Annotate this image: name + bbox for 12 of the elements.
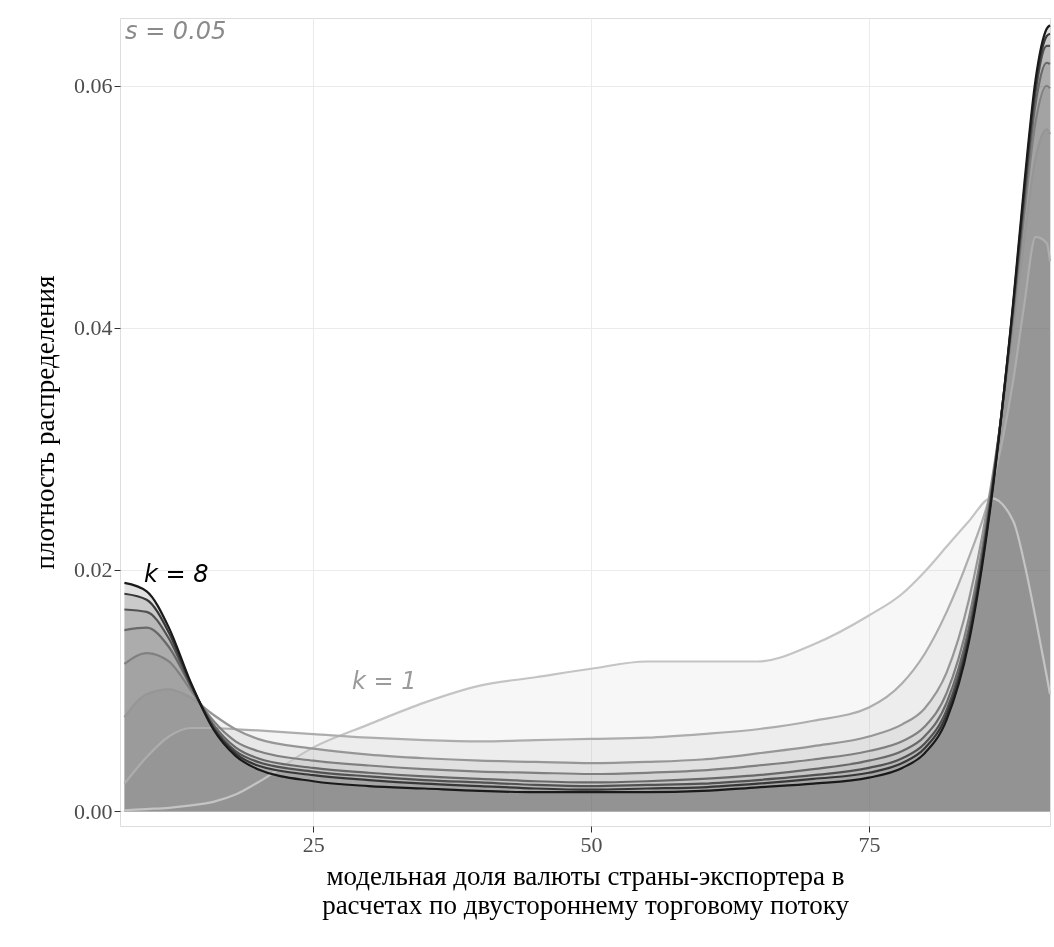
annotation: s = 0.05 (125, 17, 227, 45)
x-axis-title: модельная доля валюты страны-экспортера в расчетах по двустороннему торговому потоку (322, 860, 850, 920)
y-tick-label: 0.04 (74, 315, 113, 341)
x-tick-label: 50 (580, 831, 603, 857)
annotation: k = 1 (352, 667, 417, 695)
y-tick-label: 0.02 (74, 557, 113, 583)
y-axis-title: плотность распределения (30, 275, 60, 570)
y-tick-label: 0.06 (74, 73, 113, 99)
x-tick-label: 75 (858, 831, 881, 857)
y-tick-label: 0.00 (74, 798, 113, 824)
x-tick-label: 25 (302, 831, 325, 857)
annotation: k = 8 (144, 560, 209, 588)
